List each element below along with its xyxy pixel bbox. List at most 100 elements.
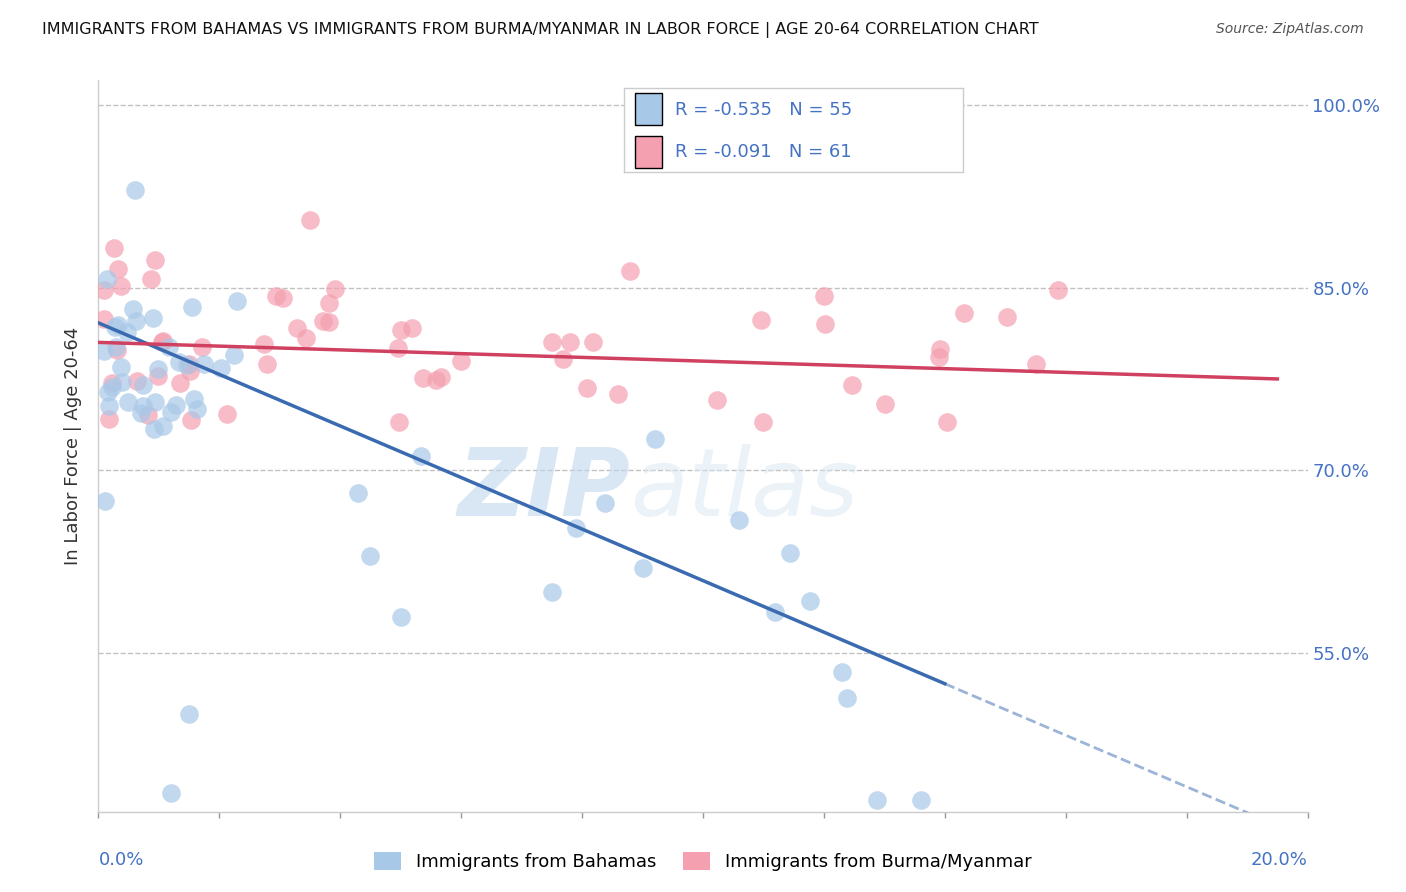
Point <box>593 496 616 510</box>
Point <box>727 513 749 527</box>
Text: 0.0%: 0.0% <box>98 851 143 869</box>
Point <box>450 353 472 368</box>
Point <box>181 300 204 314</box>
Point <box>93 493 115 508</box>
Point <box>179 707 201 722</box>
Point <box>132 378 155 392</box>
Point <box>619 264 641 278</box>
Point <box>217 407 239 421</box>
Point <box>186 401 208 416</box>
Point <box>96 272 118 286</box>
Point <box>139 272 162 286</box>
Point <box>401 321 423 335</box>
Point <box>180 413 202 427</box>
Point <box>323 282 346 296</box>
Point <box>387 341 409 355</box>
Point <box>176 358 198 372</box>
Point <box>551 351 574 366</box>
Text: ZIP: ZIP <box>457 444 630 536</box>
Point <box>953 306 976 320</box>
Point <box>285 321 308 335</box>
Point <box>1024 357 1046 371</box>
Point <box>101 380 124 394</box>
Point <box>606 387 628 401</box>
Point <box>104 340 127 354</box>
Point <box>131 406 153 420</box>
Point <box>835 690 858 705</box>
Point <box>143 253 166 268</box>
Point <box>132 399 155 413</box>
Point <box>143 395 166 409</box>
Point <box>152 334 174 348</box>
Point <box>93 283 115 297</box>
Point <box>93 312 115 326</box>
Point <box>101 376 124 390</box>
Point <box>910 792 932 806</box>
Point <box>93 343 115 358</box>
Point <box>1047 283 1070 297</box>
Point <box>103 241 125 255</box>
Point <box>136 408 159 422</box>
Point <box>997 310 1019 325</box>
Point <box>749 313 772 327</box>
Legend: Immigrants from Bahamas, Immigrants from Burma/Myanmar: Immigrants from Bahamas, Immigrants from… <box>367 845 1039 879</box>
Point <box>779 545 801 559</box>
Point <box>160 405 183 419</box>
Point <box>540 585 562 599</box>
Point <box>169 354 191 368</box>
Y-axis label: In Labor Force | Age 20-64: In Labor Force | Age 20-64 <box>65 326 83 566</box>
Point <box>430 370 453 384</box>
Point <box>111 375 134 389</box>
Point <box>360 549 382 563</box>
Point <box>142 310 165 325</box>
Point <box>146 362 169 376</box>
Point <box>104 320 127 334</box>
Text: atlas: atlas <box>630 444 859 535</box>
Point <box>928 351 950 365</box>
Point <box>763 605 786 619</box>
Point <box>347 486 370 500</box>
Point <box>831 665 853 680</box>
Point <box>142 422 165 436</box>
Point <box>866 792 889 806</box>
Point <box>157 341 180 355</box>
Text: Source: ZipAtlas.com: Source: ZipAtlas.com <box>1216 22 1364 37</box>
Point <box>253 337 276 351</box>
Point <box>179 364 201 378</box>
Point <box>125 313 148 327</box>
Point <box>389 323 412 337</box>
Point <box>813 289 835 303</box>
Point <box>98 412 121 426</box>
Point <box>183 392 205 406</box>
Point <box>98 400 121 414</box>
Point <box>299 213 322 227</box>
Point <box>295 330 318 344</box>
Point <box>264 289 287 303</box>
Point <box>152 419 174 434</box>
Point <box>318 315 340 329</box>
Point <box>799 593 821 607</box>
Point <box>929 343 952 357</box>
Point <box>644 432 666 446</box>
Point <box>105 343 128 357</box>
Point <box>558 334 581 349</box>
Point <box>165 398 187 412</box>
Point <box>179 357 201 371</box>
Point <box>110 359 132 374</box>
Point <box>425 373 447 387</box>
Point <box>256 357 278 371</box>
Point <box>97 384 120 399</box>
Point <box>411 449 433 463</box>
Point <box>169 376 191 391</box>
Text: IMMIGRANTS FROM BAHAMAS VS IMMIGRANTS FROM BURMA/MYANMAR IN LABOR FORCE | AGE 20: IMMIGRANTS FROM BAHAMAS VS IMMIGRANTS FR… <box>42 22 1039 38</box>
Point <box>124 183 146 197</box>
Point <box>110 278 132 293</box>
Point <box>936 415 959 429</box>
Point <box>107 318 129 332</box>
Point <box>225 294 247 309</box>
Point <box>389 609 412 624</box>
Point <box>752 415 775 429</box>
Point <box>576 380 599 394</box>
Point <box>193 358 215 372</box>
Point <box>388 415 411 429</box>
